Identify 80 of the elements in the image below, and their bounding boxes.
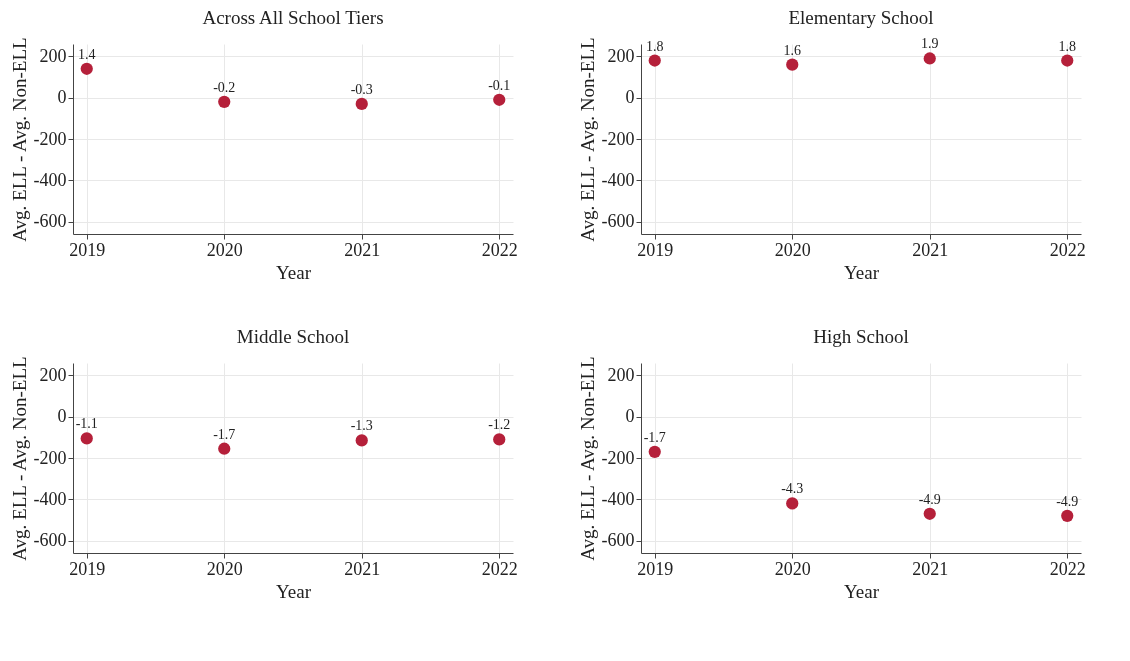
y-tick-label: 0: [57, 406, 67, 427]
annotation: -1.3: [350, 418, 373, 434]
y-tick-label: 200: [39, 364, 67, 385]
y-tick-label: -400: [33, 169, 67, 190]
y-tick-label: -200: [601, 447, 635, 468]
x-tick-label: 2020: [206, 558, 243, 579]
annotation: -1.7: [213, 426, 236, 442]
x-axis-title: Year: [275, 261, 312, 283]
chart-title: High School: [813, 325, 909, 347]
x-tick-label: 2021: [344, 558, 381, 579]
y-tick-label: -400: [601, 169, 635, 190]
point: [80, 432, 93, 445]
annotation: 1.8: [1058, 38, 1076, 54]
annotation: 1.4: [78, 46, 96, 62]
y-tick-label: -200: [33, 128, 67, 149]
x-axis-title: Year: [843, 580, 880, 602]
annotation: -4.9: [918, 491, 941, 507]
annotation: -4.9: [1056, 493, 1079, 509]
x-tick-label: 2020: [774, 239, 811, 260]
x-tick-label: 2019: [637, 558, 674, 579]
y-tick-label: -600: [33, 530, 67, 551]
chart-title: Middle School: [236, 325, 350, 347]
x-tick-label: 2021: [912, 558, 949, 579]
x-tick-label: 2021: [912, 239, 949, 260]
y-tick-label: -600: [601, 211, 635, 232]
point: [218, 442, 231, 455]
y-tick-label: 200: [39, 45, 67, 66]
y-tick-label: -600: [33, 211, 67, 232]
point: [648, 54, 661, 67]
x-tick-label: 2019: [69, 239, 106, 260]
point: [1061, 509, 1074, 522]
y-tick-label: 0: [625, 87, 635, 108]
x-tick-label: 2022: [481, 558, 518, 579]
annotation: -4.3: [781, 481, 804, 497]
y-axis-title: Avg. ELL - Avg. Non-ELL: [8, 356, 30, 561]
point: [493, 93, 506, 106]
annotation: 1.6: [783, 42, 801, 58]
y-tick-label: 200: [607, 364, 635, 385]
x-tick-label: 2020: [774, 558, 811, 579]
y-tick-label: -400: [33, 488, 67, 509]
point: [355, 434, 368, 447]
x-axis-title: Year: [275, 580, 312, 602]
x-tick-label: 2019: [637, 239, 674, 260]
y-axis-title: Avg. ELL - Avg. Non-ELL: [8, 37, 30, 242]
annotation: -0.1: [488, 77, 511, 93]
annotation: -1.7: [643, 429, 666, 445]
point: [80, 62, 93, 75]
point: [648, 445, 661, 458]
annotation: 1.9: [921, 36, 939, 52]
y-axis-title: Avg. ELL - Avg. Non-ELL: [576, 356, 598, 561]
point: [923, 52, 936, 65]
annotation: -1.2: [488, 417, 511, 433]
chart-title: Elementary School: [788, 6, 934, 28]
point: [1061, 54, 1074, 67]
point: [218, 95, 231, 108]
x-tick-label: 2022: [1049, 239, 1086, 260]
y-tick-label: -200: [601, 128, 635, 149]
y-tick-label: 0: [625, 406, 635, 427]
point: [786, 497, 799, 510]
annotation: -0.2: [213, 79, 236, 95]
point: [355, 97, 368, 110]
x-tick-label: 2022: [481, 239, 518, 260]
point: [786, 58, 799, 71]
annotation: 1.8: [646, 38, 664, 54]
x-tick-label: 2020: [206, 239, 243, 260]
point: [923, 507, 936, 520]
x-tick-label: 2022: [1049, 558, 1086, 579]
chart-title: Across All School Tiers: [202, 6, 384, 28]
y-tick-label: -600: [601, 530, 635, 551]
annotation: -1.1: [75, 416, 98, 432]
x-axis-title: Year: [843, 261, 880, 283]
y-tick-label: 200: [607, 45, 635, 66]
y-tick-label: -400: [601, 488, 635, 509]
y-axis-title: Avg. ELL - Avg. Non-ELL: [576, 37, 598, 242]
y-tick-label: 0: [57, 87, 67, 108]
annotation: -0.3: [350, 81, 373, 97]
x-tick-label: 2019: [69, 558, 106, 579]
point: [493, 433, 506, 446]
y-tick-label: -200: [33, 447, 67, 468]
x-tick-label: 2021: [344, 239, 381, 260]
